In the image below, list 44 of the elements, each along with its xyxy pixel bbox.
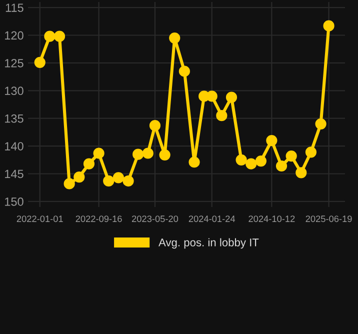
y-tick-label: 115 bbox=[6, 4, 24, 12]
point bbox=[54, 30, 66, 42]
point bbox=[103, 175, 114, 187]
point bbox=[112, 172, 124, 184]
x-tick-label: 2023-05-20 bbox=[132, 216, 178, 222]
x-tick-label: 2024-10-12 bbox=[248, 216, 295, 222]
point bbox=[266, 134, 278, 146]
y-tick-label: 135 bbox=[5, 114, 24, 123]
point bbox=[276, 160, 288, 172]
point bbox=[236, 154, 247, 166]
point bbox=[74, 172, 85, 183]
x-tick-label: 2024-01-24 bbox=[188, 216, 236, 222]
point bbox=[142, 148, 154, 159]
point bbox=[149, 120, 161, 132]
point bbox=[93, 148, 104, 159]
point bbox=[44, 30, 56, 42]
x-tick-label: 2022-09-16 bbox=[76, 216, 122, 222]
point bbox=[159, 149, 170, 160]
point bbox=[64, 178, 75, 190]
y-tick-label: 140 bbox=[5, 142, 24, 150]
point bbox=[226, 92, 238, 103]
point bbox=[286, 150, 297, 162]
point bbox=[315, 118, 326, 130]
point bbox=[216, 110, 228, 122]
x-tick-label: 2022-01-01 bbox=[16, 216, 63, 222]
legend-label: Avg. pos. in lobby IT bbox=[158, 238, 259, 249]
point bbox=[83, 158, 95, 170]
point bbox=[255, 155, 267, 167]
y-tick-label: 145 bbox=[5, 170, 24, 178]
y-tick-label: 125 bbox=[5, 58, 24, 68]
y-tick-label: 120 bbox=[5, 31, 24, 40]
point bbox=[305, 146, 317, 158]
point bbox=[132, 148, 144, 160]
x-tick-label: 2025-06-19 bbox=[306, 216, 352, 222]
point bbox=[122, 175, 134, 187]
point bbox=[169, 32, 180, 44]
point bbox=[178, 66, 190, 77]
point bbox=[34, 56, 46, 68]
y-tick-label: 130 bbox=[5, 86, 24, 96]
point bbox=[188, 156, 200, 168]
y-tick-label: 150 bbox=[5, 197, 24, 206]
point bbox=[323, 20, 334, 32]
point bbox=[296, 167, 307, 178]
point bbox=[246, 158, 257, 170]
